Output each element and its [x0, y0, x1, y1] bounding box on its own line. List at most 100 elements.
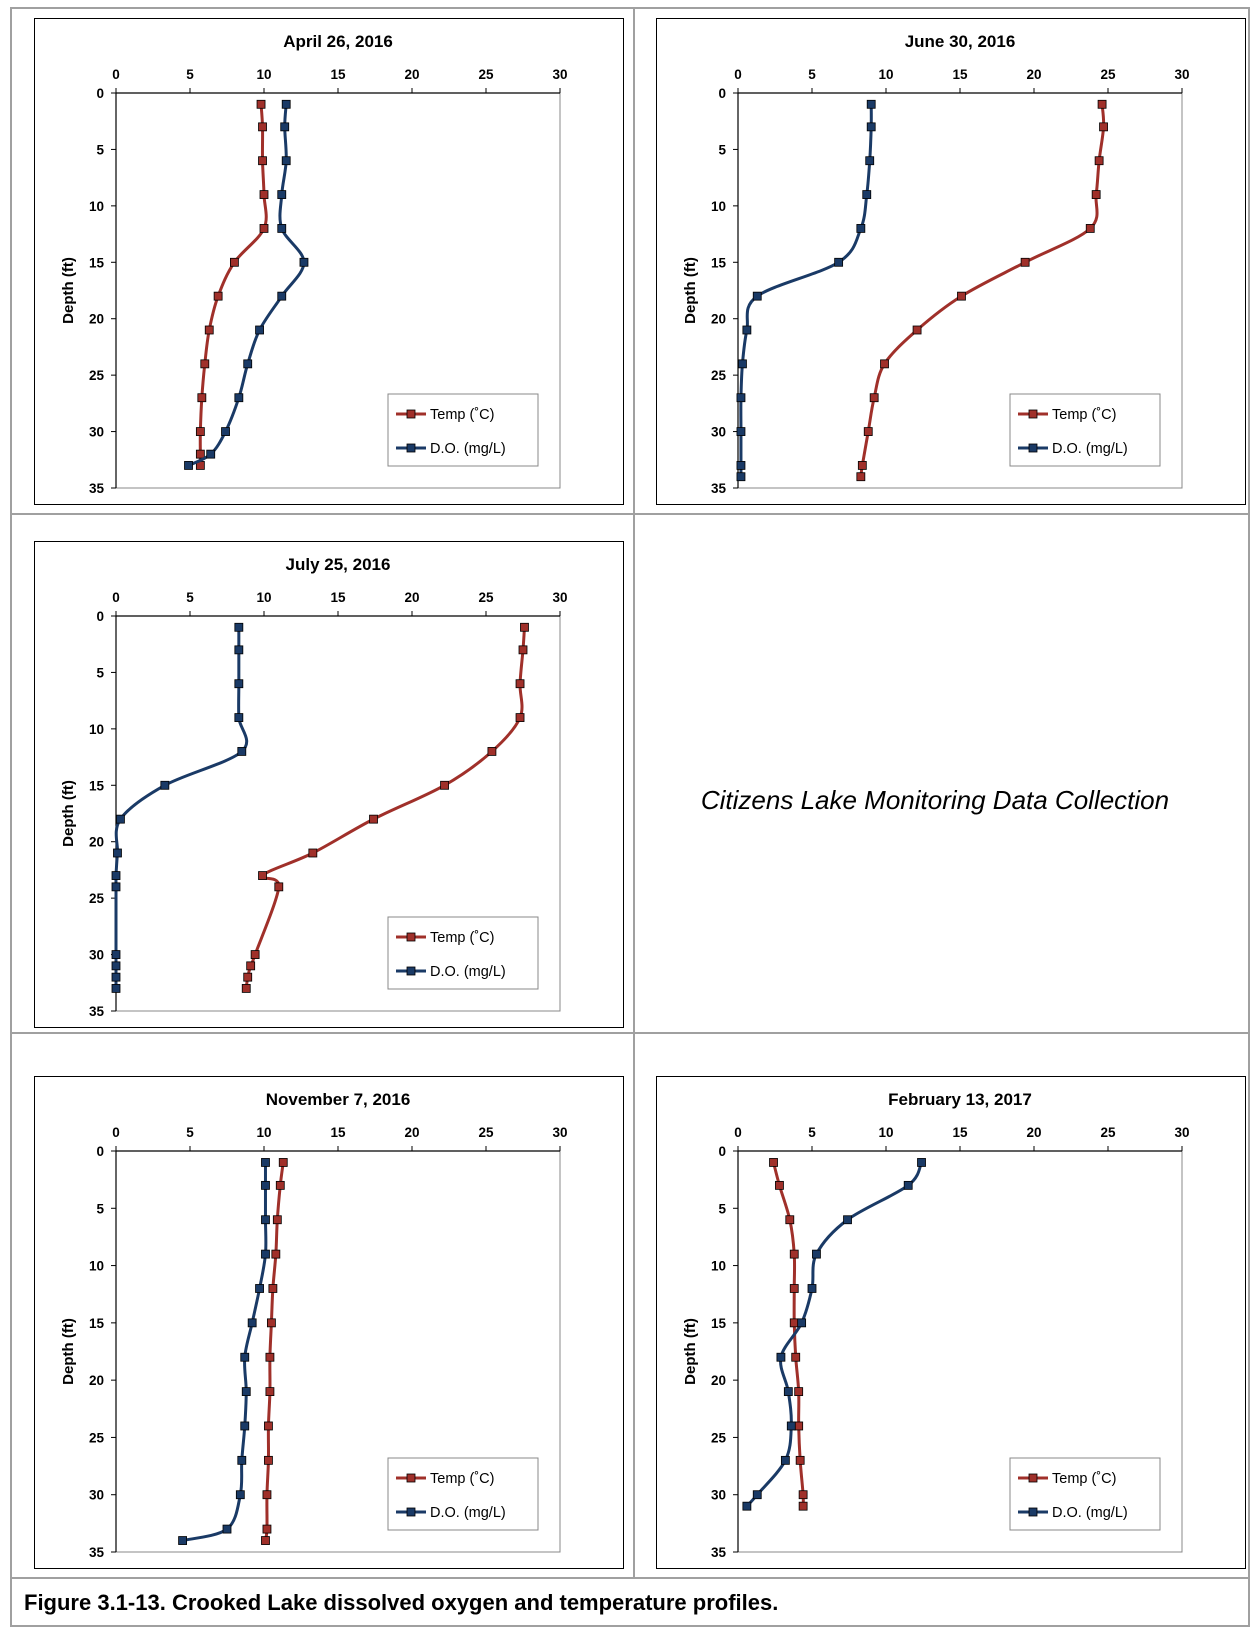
data-point	[111, 871, 121, 880]
data-point	[241, 984, 251, 993]
series-line	[745, 1161, 923, 1508]
data-point	[258, 122, 267, 132]
y-tick-label: 35	[89, 1545, 105, 1560]
data-point	[195, 427, 205, 436]
series-dissolved-oxygen	[742, 1158, 926, 1511]
x-tick-label: 25	[478, 1125, 494, 1140]
chart-july-25-2016: July 25, 2016 0 5 10 15 20 25 30 0 5 10 15 20 25 30 35 D…	[34, 541, 624, 1028]
x-tick-label: 25	[1100, 1125, 1116, 1140]
data-point	[280, 122, 290, 132]
y-tick-label: 20	[711, 1373, 726, 1388]
data-point	[903, 1180, 913, 1190]
x-tick-label: 15	[952, 1125, 968, 1140]
data-point	[266, 1318, 276, 1328]
y-tick-label: 35	[89, 1004, 105, 1019]
y-tick-label: 30	[711, 425, 726, 440]
data-point	[111, 972, 121, 982]
y-tick-label: 5	[718, 142, 726, 157]
data-point	[798, 1490, 808, 1500]
legend-marker	[1028, 443, 1038, 453]
y-tick-label: 0	[718, 1144, 726, 1159]
y-tick-label: 20	[89, 1373, 104, 1388]
data-point	[243, 972, 253, 982]
x-tick-label: 0	[112, 1125, 120, 1140]
series-line	[114, 627, 249, 989]
series-temp	[856, 99, 1108, 482]
grid-divider-vertical	[633, 7, 635, 1577]
data-point	[237, 1455, 247, 1465]
legend: Temp (˚C) D.O. (mg/L)	[1009, 1457, 1161, 1531]
x-tick-label: 0	[734, 1125, 742, 1140]
data-point	[241, 1387, 251, 1397]
data-point	[862, 190, 872, 199]
data-point	[794, 1387, 804, 1397]
y-tick-label: 20	[89, 835, 104, 850]
chart-title: February 13, 2017	[888, 1090, 1032, 1109]
data-point	[785, 1215, 795, 1225]
x-tick-label: 30	[552, 67, 567, 82]
data-point	[237, 747, 247, 756]
y-axis-label: Depth (ft)	[60, 257, 77, 324]
y-tick-label: 15	[89, 1316, 105, 1331]
y-tick-label: 35	[711, 481, 727, 496]
x-tick-label: 10	[256, 1125, 271, 1140]
y-tick-label: 25	[711, 1430, 727, 1445]
data-point	[265, 1387, 275, 1397]
data-point	[246, 961, 256, 971]
y-tick-label: 25	[711, 368, 727, 383]
data-point	[234, 645, 244, 655]
y-tick-label: 20	[711, 312, 726, 327]
data-point	[742, 325, 752, 335]
x-tick-label: 0	[112, 67, 120, 82]
x-tick-label: 30	[552, 590, 567, 605]
data-point	[255, 1284, 264, 1293]
chart-title: June 30, 2016	[905, 32, 1016, 51]
chart-svg: June 30, 2016 0 5 10 15 20 25 30 0 5 10 15 20 25 30 35 D…	[682, 32, 1190, 496]
data-point	[222, 1524, 232, 1534]
data-point	[780, 1455, 790, 1465]
y-tick-label: 0	[96, 1144, 104, 1159]
x-tick-label: 20	[1026, 67, 1041, 82]
x-tick-label: 30	[1174, 67, 1189, 82]
x-tick-label: 5	[186, 67, 194, 82]
data-point	[268, 1284, 278, 1293]
x-tick-label: 30	[1174, 1125, 1189, 1140]
data-point	[258, 871, 267, 880]
data-point	[1091, 190, 1101, 199]
legend: Temp (˚C) D.O. (mg/L)	[1009, 393, 1161, 467]
data-point	[277, 224, 287, 233]
y-tick-label: 30	[711, 1488, 726, 1503]
chart-title: November 7, 2016	[266, 1090, 411, 1109]
data-point	[275, 1180, 285, 1190]
x-tick-label: 10	[878, 67, 893, 82]
y-tick-label: 10	[89, 722, 104, 737]
data-point	[184, 461, 193, 470]
x-tick-label: 5	[808, 1125, 816, 1140]
data-point	[798, 1501, 808, 1511]
legend-marker	[406, 1507, 416, 1517]
data-point	[1094, 156, 1104, 166]
data-point	[518, 645, 528, 655]
y-tick-label: 15	[711, 1316, 727, 1331]
data-point	[738, 359, 747, 369]
data-point	[843, 1215, 852, 1225]
data-point	[308, 848, 318, 858]
y-tick-label: 0	[96, 609, 104, 624]
legend-marker	[1028, 409, 1038, 419]
legend: Temp (˚C) D.O. (mg/L)	[387, 393, 539, 467]
data-point	[277, 190, 287, 199]
y-axis-label: Depth (ft)	[60, 780, 77, 847]
chart-june-30-2016: June 30, 2016 0 5 10 15 20 25 30 0 5 10 15 20 25 30 35 D…	[656, 18, 1246, 505]
data-point	[863, 427, 873, 436]
figure-frame	[10, 7, 1250, 1627]
y-tick-label: 10	[89, 1259, 104, 1274]
data-point	[880, 359, 889, 369]
series-dissolved-oxygen	[111, 622, 249, 993]
y-tick-label: 0	[718, 86, 726, 101]
data-point	[807, 1284, 817, 1293]
y-tick-label: 0	[96, 86, 104, 101]
data-point	[195, 449, 205, 459]
legend-box	[387, 393, 539, 467]
data-point	[111, 882, 121, 892]
figure-caption: Figure 3.1-13. Crooked Lake dissolved ox…	[24, 1590, 779, 1615]
